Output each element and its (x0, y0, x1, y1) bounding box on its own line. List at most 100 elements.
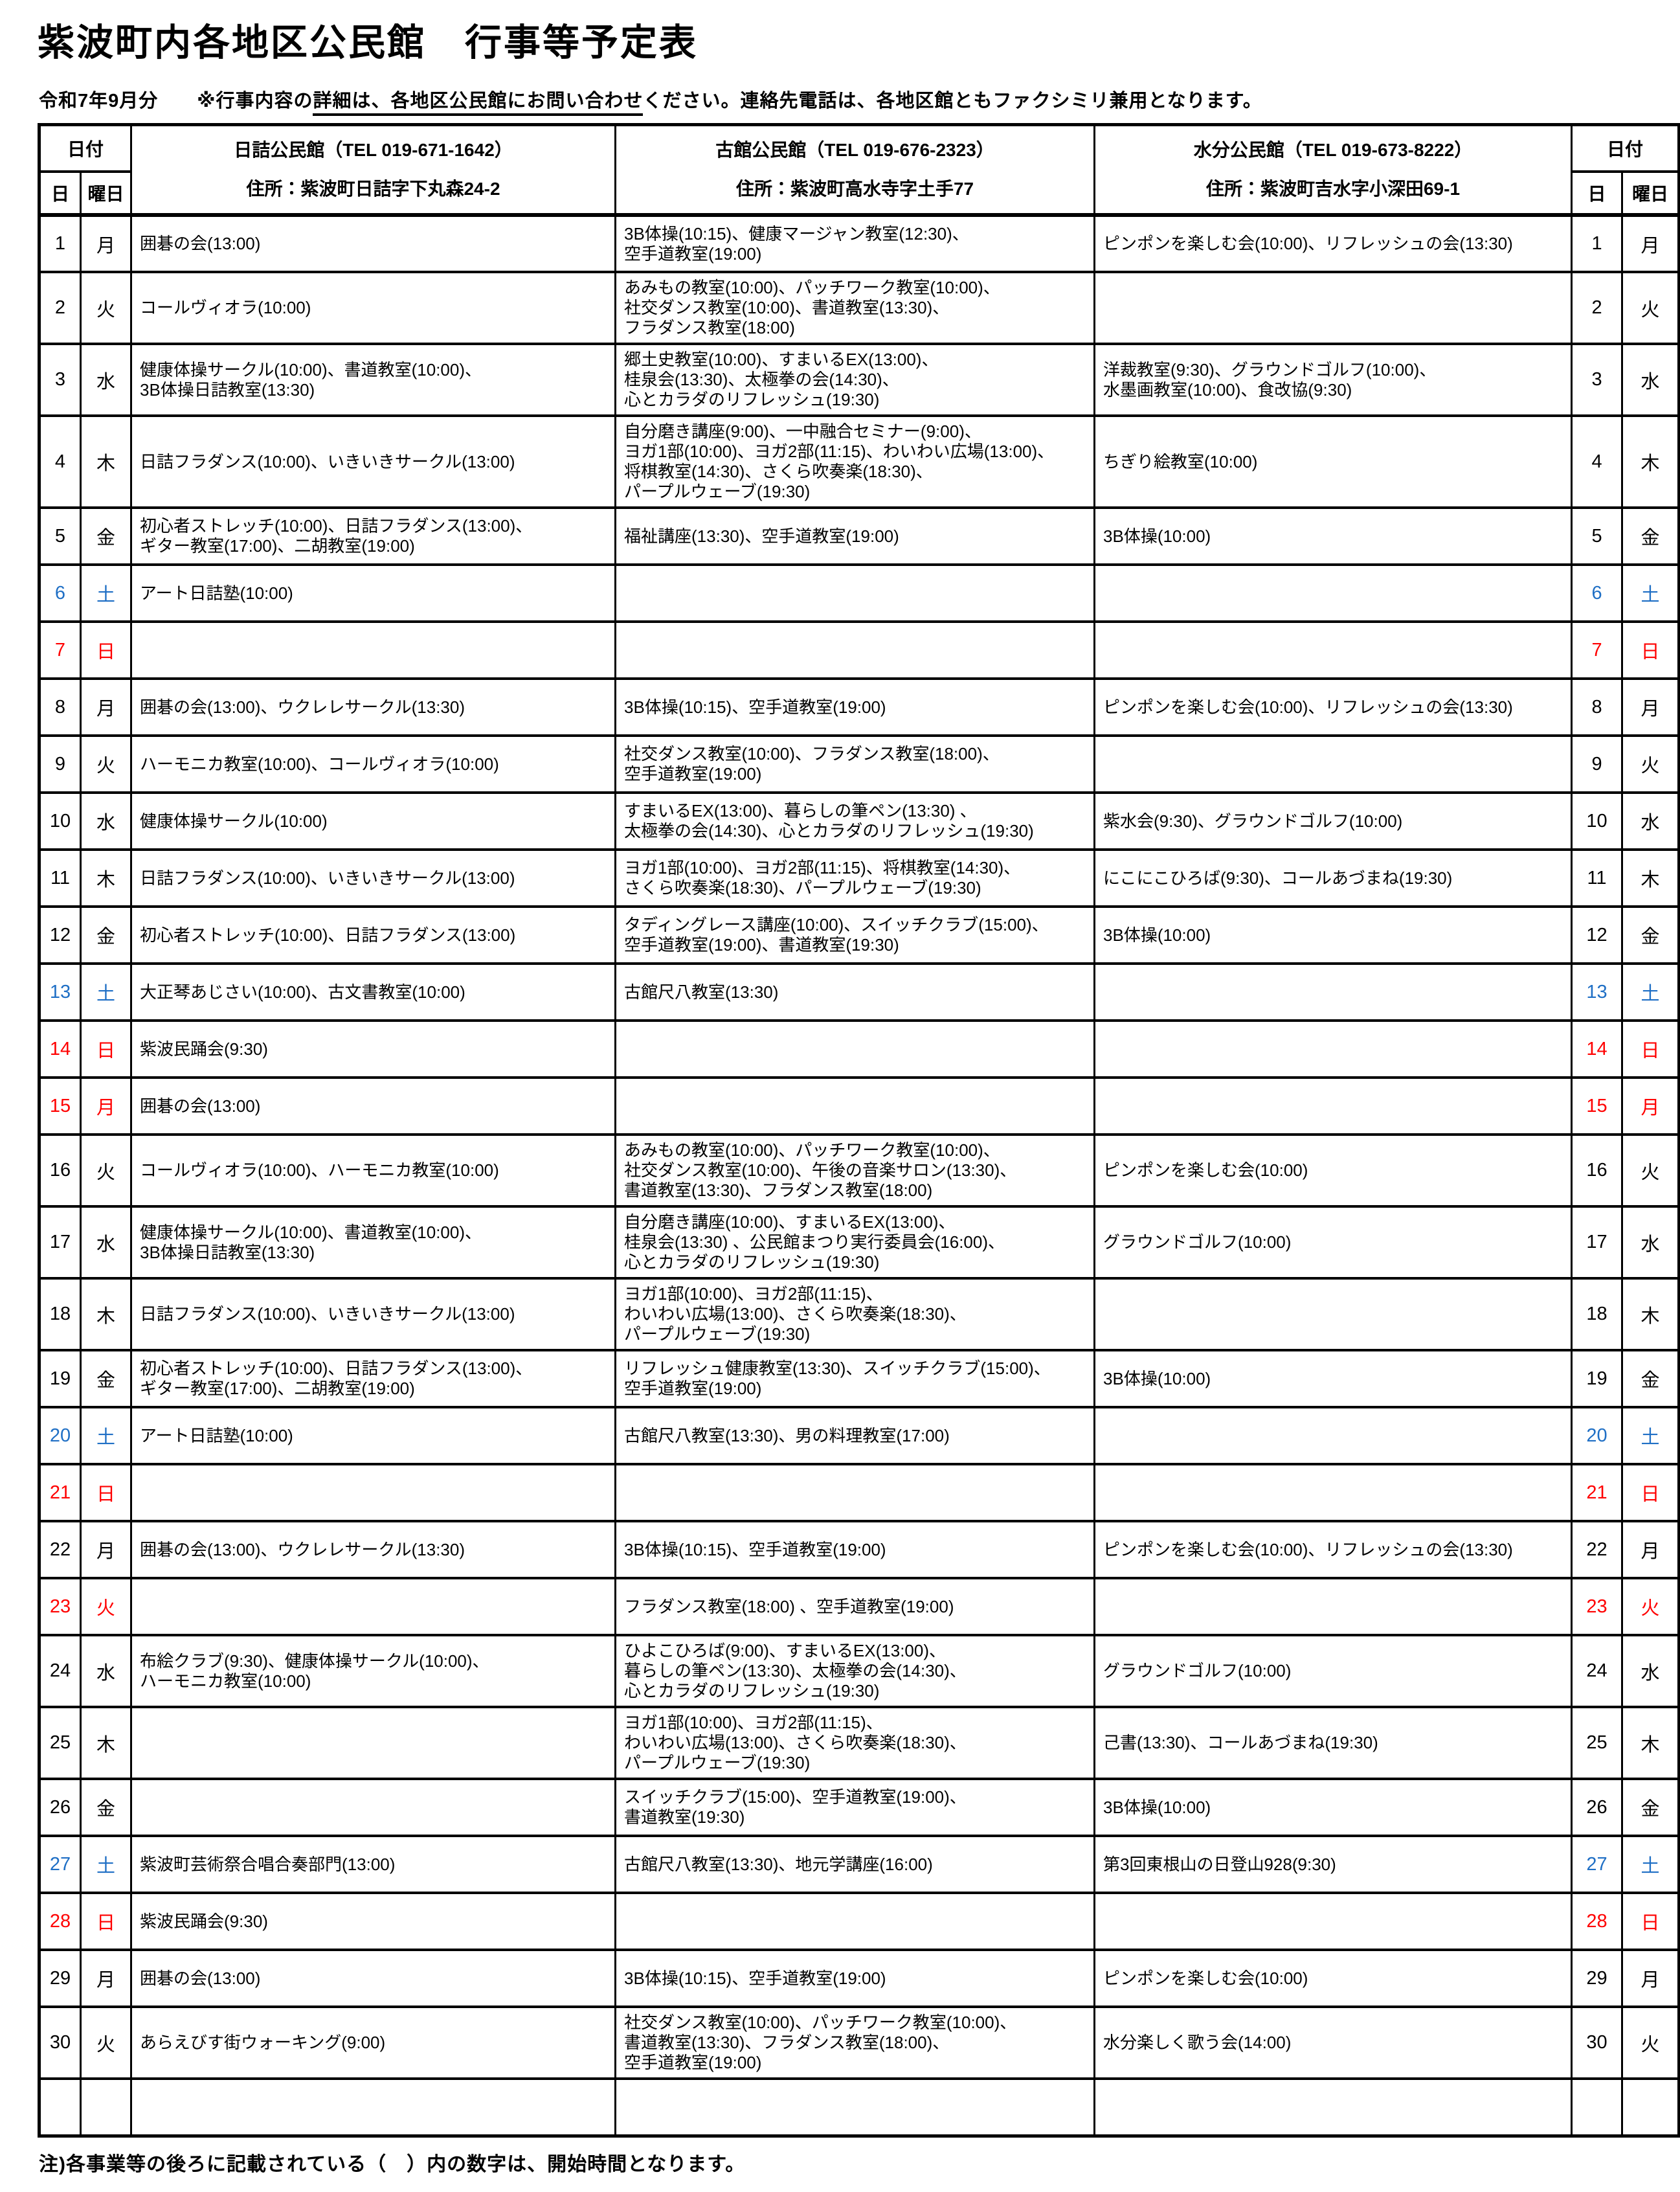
day-cell-left: 4 (38, 414, 82, 509)
footnote: 注)各事業等の後ろに記載されている（ ）内の数字は、開始時間となります。 (39, 2153, 746, 2175)
mizuwake-events-cell: ピンポンを楽しむ会(10:00) (1093, 1133, 1573, 1208)
day-cell-right (1571, 2077, 1624, 2137)
table-row: 15 月囲碁の会(13:00) 15 月 (38, 1076, 1680, 1136)
weekday-cell-left: 火 (79, 1133, 133, 1208)
day-cell-right: 8 (1571, 677, 1624, 737)
hizume-events-cell (130, 1778, 617, 1837)
weekday-cell-right: 土 (1621, 1835, 1680, 1894)
furudate-events-cell: あみもの教室(10:00)、パッチワーク教室(10:00)、 社交ダンス教室(1… (614, 1133, 1096, 1208)
day-cell-left: 18 (38, 1277, 82, 1351)
day-cell-right: 17 (1571, 1205, 1624, 1280)
hizume-events-cell: 大正琴あじさい(10:00)、古文書教室(10:00) (130, 962, 617, 1022)
day-cell-left: 17 (38, 1205, 82, 1280)
hizume-events-cell (130, 1577, 617, 1636)
weekday-cell-right: 木 (1621, 414, 1680, 509)
weekday-cell-right: 日 (1621, 1463, 1680, 1522)
furudate-events-cell: 社交ダンス教室(10:00)、フラダンス教室(18:00)、 空手道教室(19:… (614, 734, 1096, 794)
page-title: 紫波町内各地区公民館 行事等予定表 (38, 22, 698, 63)
weekday-cell-left: 土 (79, 1406, 133, 1465)
hizume-events-cell: 紫波民踊会(9:30) (130, 1892, 617, 1951)
weekday-cell-left: 土 (79, 1835, 133, 1894)
table-row: 20 土アート日詰塾(10:00) 古館尺八教室(13:30)、男の料理教室(17:… (38, 1406, 1680, 1465)
table-row: 25 木ヨガ1部(10:00)、ヨガ2部(11:15)、 わいわい広場(13:00… (38, 1706, 1680, 1780)
mizuwake-events-cell: 己書(13:30)、コールあづまね(19:30) (1093, 1706, 1573, 1780)
weekday-cell-left: 水 (79, 791, 133, 851)
hizume-events-cell: 紫波民踊会(9:30) (130, 1019, 617, 1079)
table-row: 26 金スイッチクラブ(15:00)、空手道教室(19:00)、 書道教室(19:… (38, 1778, 1680, 1837)
day-cell-right: 29 (1571, 1949, 1624, 2008)
day-cell-right: 18 (1571, 1277, 1624, 1351)
weekday-cell-left: 火 (79, 271, 133, 345)
mizuwake-events-cell (1093, 1277, 1573, 1351)
center-header-hizume: 日詰公民館（TEL 019-671-1642） 住所：紫波町日詰字下丸森24-2 (130, 123, 617, 217)
furudate-events-cell (614, 563, 1096, 623)
mizuwake-events-cell (1093, 1076, 1573, 1136)
hizume-events-cell (130, 620, 617, 680)
subtitle-month: 令和7年9月分 ※行事内容の (39, 91, 313, 111)
hizume-events-cell: 布絵クラブ(9:30)、健康体操サークル(10:00)、 ハーモニカ教室(10:… (130, 1634, 617, 1708)
table-row: 14 日紫波民踊会(9:30) 14 日 (38, 1019, 1680, 1079)
table-row: 3 水健康体操サークル(10:00)、書道教室(10:00)、 3B体操日詰教室(… (38, 343, 1680, 417)
hizume-events-cell: コールヴィオラ(10:00)、ハーモニカ教室(10:00) (130, 1133, 617, 1208)
weekday-cell-left: 水 (79, 1205, 133, 1280)
furudate-events-cell: 3B体操(10:15)、健康マージャン教室(12:30)、 空手道教室(19:0… (614, 214, 1096, 273)
weekday-cell-right: 火 (1621, 271, 1680, 345)
day-cell-right: 15 (1571, 1076, 1624, 1136)
day-cell-right: 16 (1571, 1133, 1624, 1208)
hizume-events-cell: ハーモニカ教室(10:00)、コールヴィオラ(10:00) (130, 734, 617, 794)
table-row: 28 日紫波民踊会(9:30) 28 日 (38, 1892, 1680, 1951)
furudate-events-cell: 3B体操(10:15)、空手道教室(19:00) (614, 1520, 1096, 1579)
table-row: 23 火フラダンス教室(18:00) 、空手道教室(19:00) 23 火 (38, 1577, 1680, 1636)
subtitle-underlined-note: 詳細は、各地区公民館にお問い合わせ (313, 91, 644, 116)
furudate-events-cell: ヨガ1部(10:00)、ヨガ2部(11:15)、 わいわい広場(13:00)、さ… (614, 1706, 1096, 1780)
weekday-cell-left: 火 (79, 2006, 133, 2080)
hizume-events-cell: 日詰フラダンス(10:00)、いきいきサークル(13:00) (130, 1277, 617, 1351)
table-row: 24 水 布絵クラブ(9:30)、健康体操サークル(10:00)、 ハーモニカ教室(… (38, 1634, 1680, 1708)
day-cell-right: 10 (1571, 791, 1624, 851)
furudate-events-cell: あみもの教室(10:00)、パッチワーク教室(10:00)、 社交ダンス教室(1… (614, 271, 1096, 345)
table-row: 13 土大正琴あじさい(10:00)、古文書教室(10:00) 古館尺八教室(13:… (38, 962, 1680, 1022)
weekday-cell-right: 木 (1621, 848, 1680, 908)
day-cell-right: 2 (1571, 271, 1624, 345)
weekday-cell-left: 木 (79, 414, 133, 509)
hizume-events-cell: あらえびす街ウォーキング(9:00) (130, 2006, 617, 2080)
mizuwake-events-cell: ちぎり絵教室(10:00) (1093, 414, 1573, 509)
table-row: 11 木日詰フラダンス(10:00)、いきいきサークル(13:00) ヨガ1部(10… (38, 848, 1680, 908)
day-cell-right: 26 (1571, 1778, 1624, 1837)
mizuwake-events-cell: ピンポンを楽しむ会(10:00)、リフレッシュの会(13:30) (1093, 677, 1573, 737)
mizuwake-events-cell: 3B体操(10:00) (1093, 905, 1573, 965)
mizuwake-events-cell: ピンポンを楽しむ会(10:00) (1093, 1949, 1573, 2008)
hizume-events-cell: アート日詰塾(10:00) (130, 1406, 617, 1465)
center-header-furudate: 古館公民館（TEL 019-676-2323） 住所：紫波町高水寺字土手77 (614, 123, 1096, 217)
table-row: 6 土アート日詰塾(10:00) 6 土 (38, 563, 1680, 623)
table-header: 日付 日詰公民館（TEL 019-671-1642） 住所：紫波町日詰字下丸森2… (38, 123, 1680, 217)
table-row: 8 月囲碁の会(13:00)、ウクレレサークル(13:30) 3B体操(10:15)… (38, 677, 1680, 737)
furudate-events-cell (614, 2077, 1096, 2137)
furudate-events-cell: ヨガ1部(10:00)、ヨガ2部(11:15)、将棋教室(14:30)、 さくら… (614, 848, 1096, 908)
furudate-events-cell: 自分磨き講座(9:00)、一中融合セミナー(9:00)、 ヨガ1部(10:00)… (614, 414, 1096, 509)
day-cell-right: 24 (1571, 1634, 1624, 1708)
weekday-cell-right: 金 (1621, 905, 1680, 965)
center-address-hizume: 住所：紫波町日詰字下丸森24-2 (246, 179, 500, 199)
weekday-cell-right: 金 (1621, 506, 1680, 566)
day-cell-left (38, 2077, 82, 2137)
mizuwake-events-cell: グラウンドゴルフ(10:00) (1093, 1634, 1573, 1708)
furudate-events-cell: 3B体操(10:15)、空手道教室(19:00) (614, 677, 1096, 737)
hizume-events-cell: 囲碁の会(13:00) (130, 214, 617, 273)
day-cell-left: 9 (38, 734, 82, 794)
weekday-cell-right: 火 (1621, 1577, 1680, 1636)
day-cell-left: 8 (38, 677, 82, 737)
furudate-events-cell (614, 1892, 1096, 1951)
weekday-cell-left: 土 (79, 563, 133, 623)
day-cell-left: 29 (38, 1949, 82, 2008)
weekday-cell-left: 水 (79, 343, 133, 417)
weekday-cell-right: 水 (1621, 1634, 1680, 1708)
day-cell-right: 3 (1571, 343, 1624, 417)
weekday-subheader-right: 曜日 (1621, 170, 1680, 217)
hizume-events-cell: 紫波町芸術祭合唱合奏部門(13:00) (130, 1835, 617, 1894)
weekday-cell-right: 火 (1621, 2006, 1680, 2080)
hizume-events-cell (130, 1463, 617, 1522)
hizume-events-cell: 初心者ストレッチ(10:00)、日詰フラダンス(13:00)、 ギター教室(17… (130, 506, 617, 566)
day-cell-left: 6 (38, 563, 82, 623)
hizume-events-cell: 初心者ストレッチ(10:00)、日詰フラダンス(13:00) (130, 905, 617, 965)
